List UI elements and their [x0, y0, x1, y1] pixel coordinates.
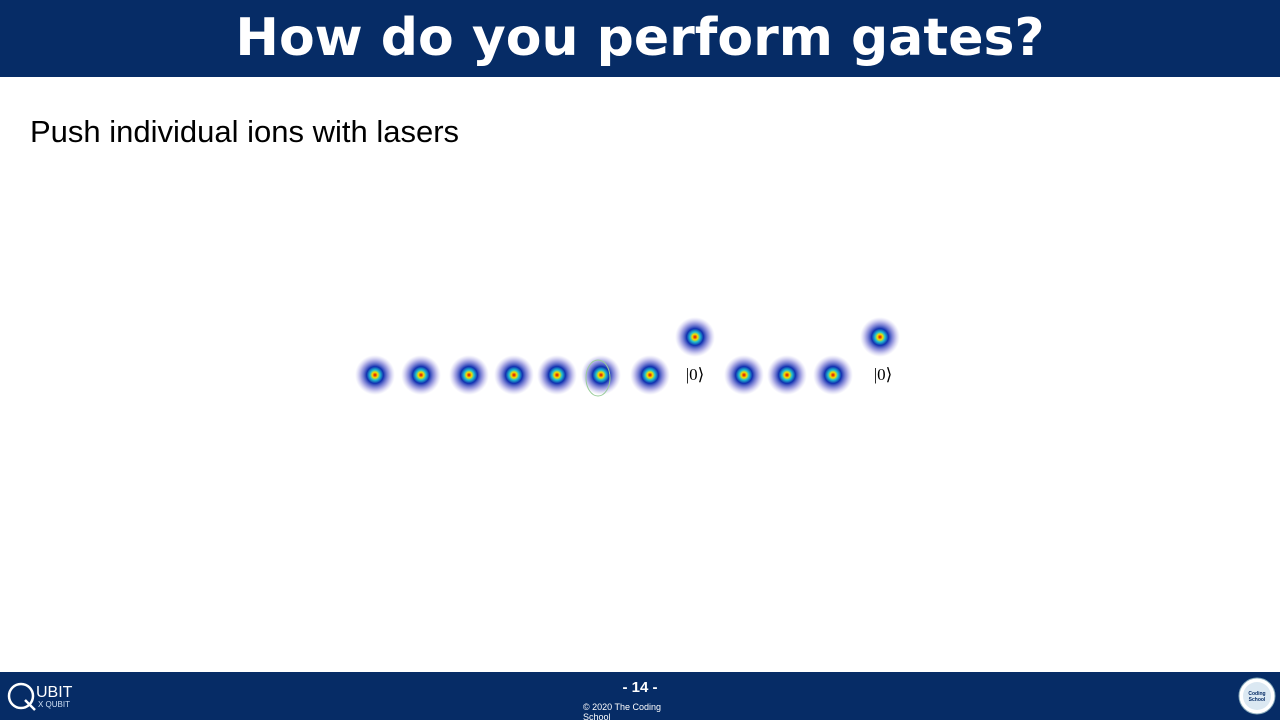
ion [724, 355, 764, 395]
logo-left-sub: X QUBIT [38, 700, 71, 709]
logo-left: UBIT [36, 684, 73, 701]
ion [449, 355, 489, 395]
ion [813, 355, 853, 395]
ion [581, 355, 621, 395]
ion [675, 317, 715, 357]
body-text: Push individual ions with lasers [30, 114, 460, 149]
header-bar [0, 0, 1280, 77]
ion [401, 355, 441, 395]
logo-right: Coding School [1248, 691, 1266, 703]
laser-outline [585, 359, 611, 397]
logo-right-icon [1238, 677, 1276, 715]
footer-bar [0, 672, 1280, 720]
ion [860, 317, 900, 357]
logo-left-icon [7, 682, 36, 711]
state-label: |0⟩ [686, 365, 705, 384]
ion [494, 355, 534, 395]
ion [767, 355, 807, 395]
ions [355, 317, 900, 395]
page-number: - 14 - [622, 679, 658, 696]
ion [537, 355, 577, 395]
ion [630, 355, 670, 395]
ion [355, 355, 395, 395]
title: How do you perform gates? [235, 8, 1045, 68]
state-label: |0⟩ [874, 365, 893, 384]
copyright: © 2020 The Coding School [583, 702, 662, 720]
